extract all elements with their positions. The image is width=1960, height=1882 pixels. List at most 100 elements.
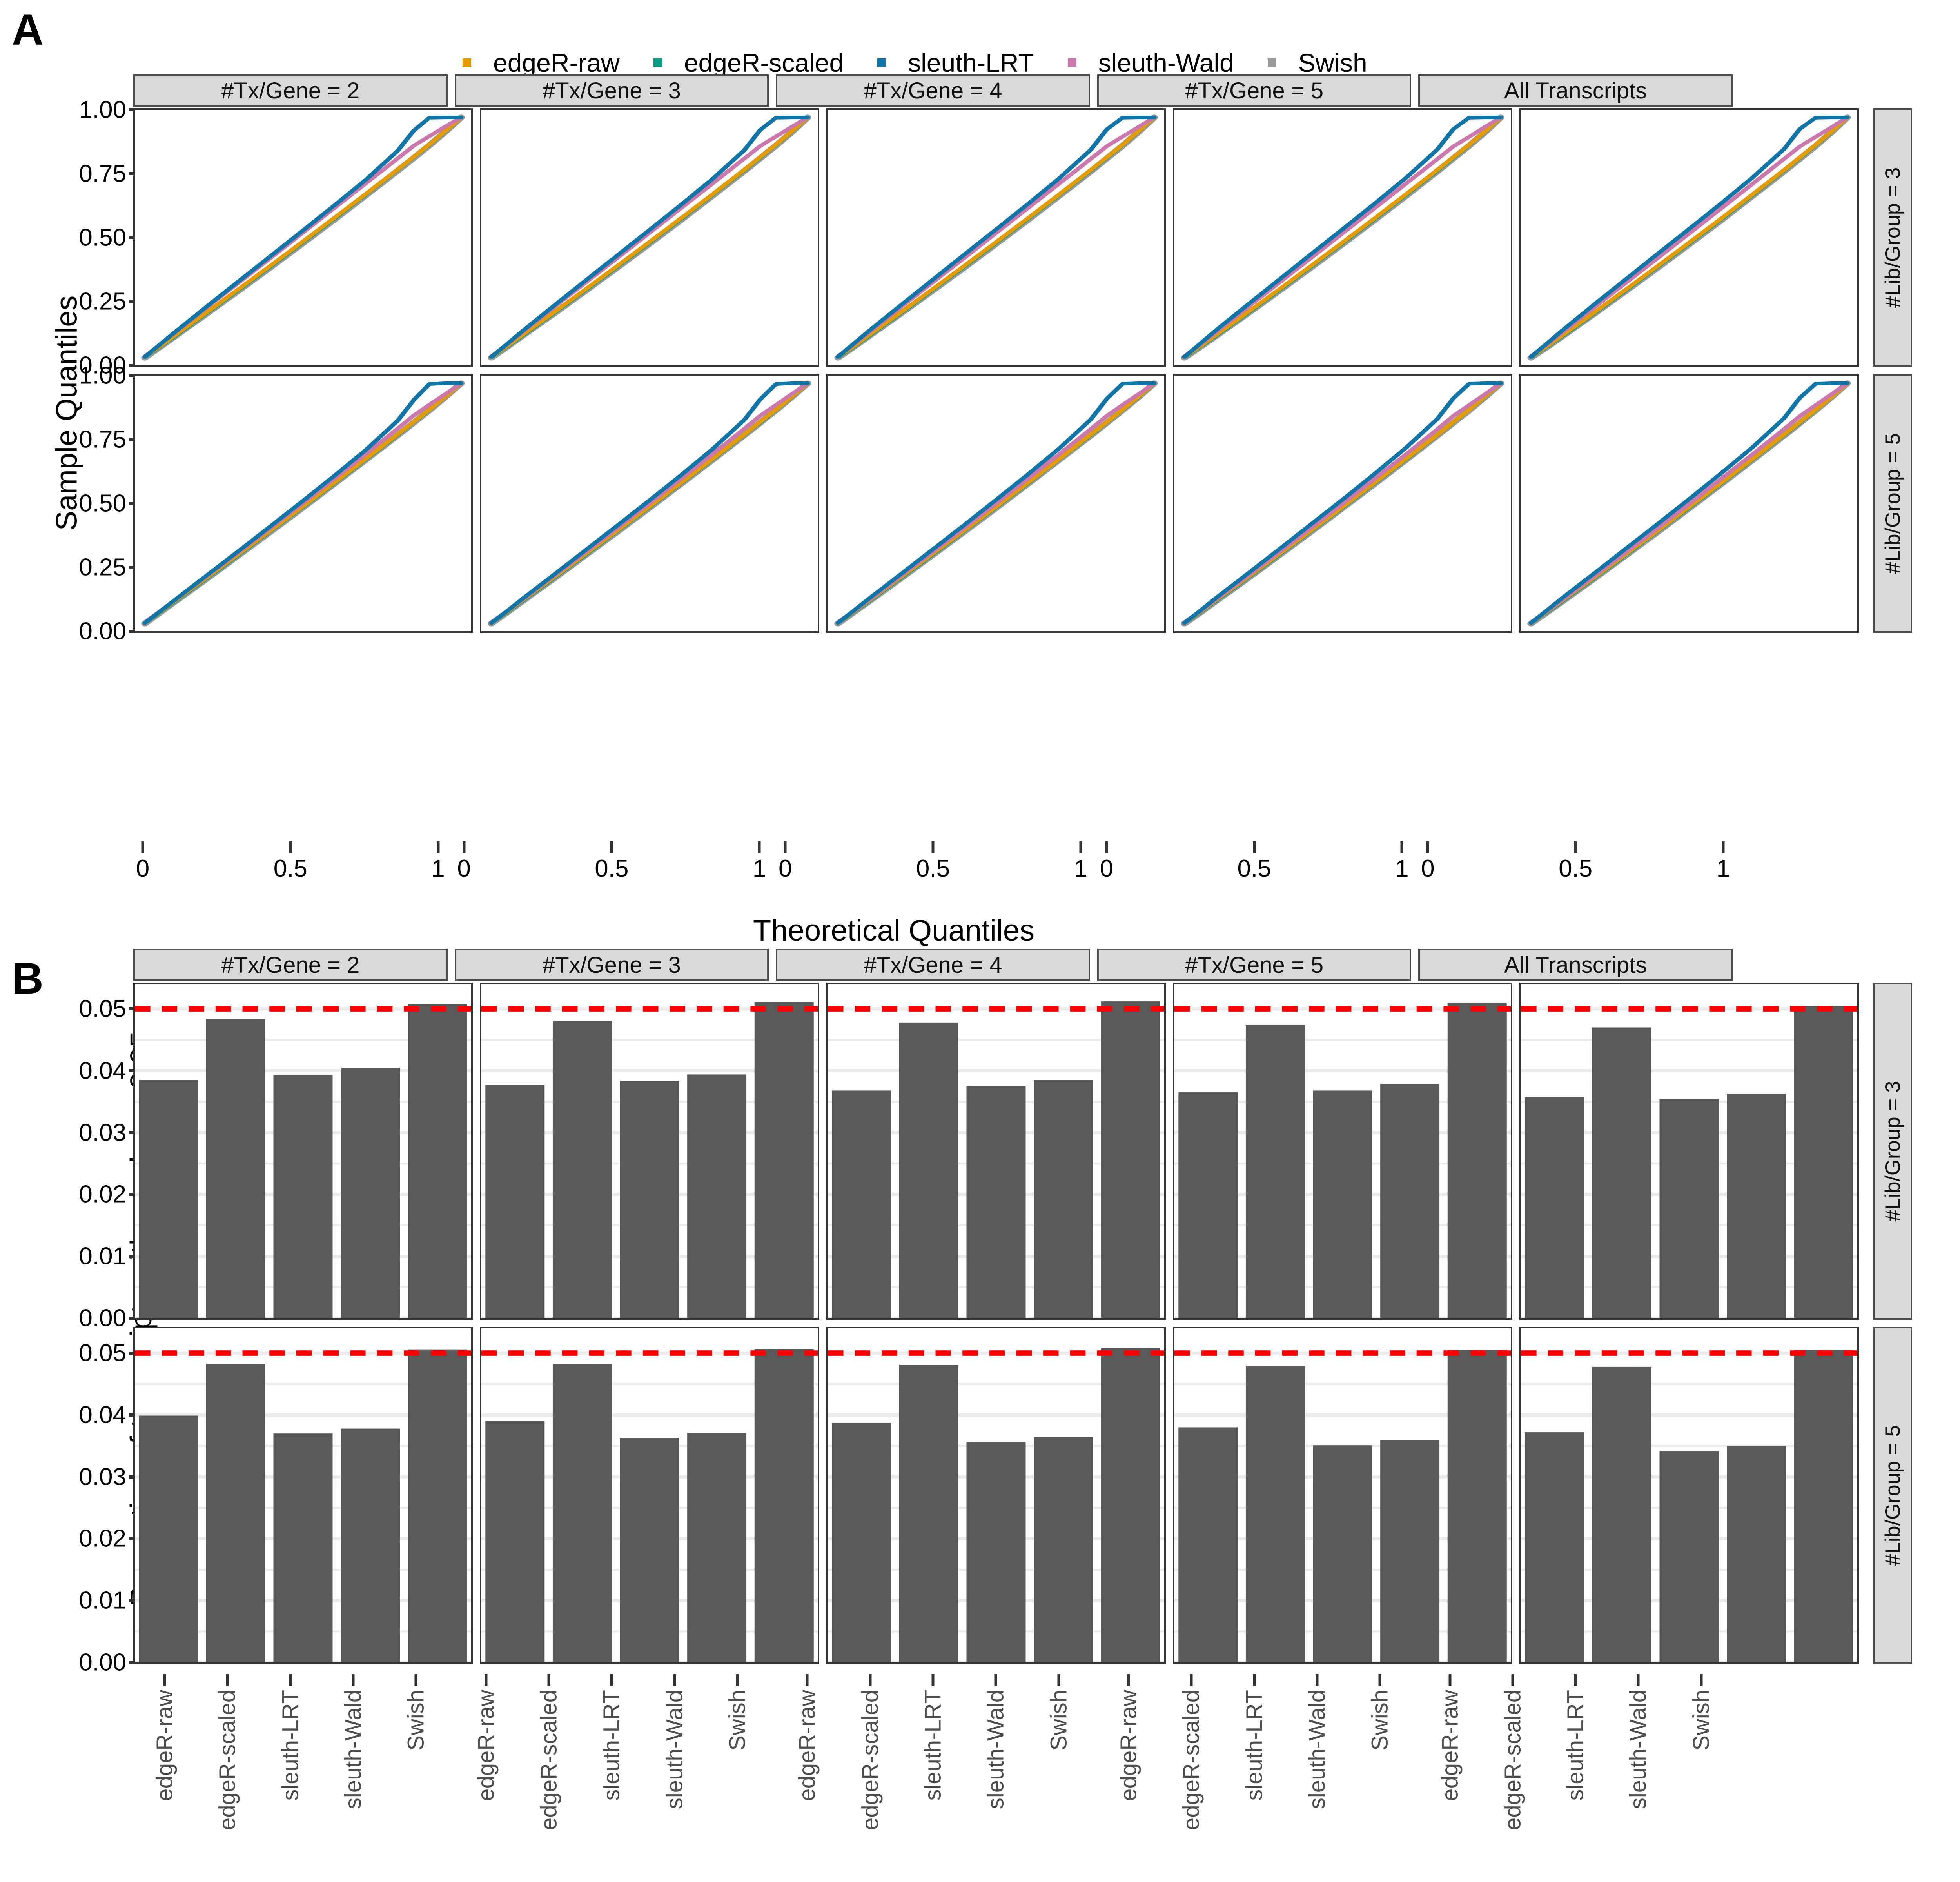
panel-b-x-tick-mark xyxy=(352,1674,355,1686)
panel-b-x-tick-label-wrap: sleuth-LRT xyxy=(1241,1690,1267,1862)
panel-a-y-tick-mark xyxy=(129,630,135,633)
panel-a-qq-plots: Sample Quantiles #Tx/Gene = 2 #Tx/Gene = … xyxy=(0,74,1960,949)
panel-b-row-1: 0.00 0.01 0.02 0.03 0.04 0.05 #Lib/Group = 5 xyxy=(79,1327,1912,1676)
panel-b-y-tick-label: 0.04 xyxy=(79,1057,126,1085)
panel-a-y-tick-mark xyxy=(129,108,135,111)
panel-a-x-tick-mark xyxy=(1426,841,1429,853)
panel-b-row-strip-0: #Lib/Group = 3 xyxy=(1873,983,1912,1320)
panel-a-y-tick-mark xyxy=(129,502,135,505)
panel-b-x-tick-label: Swish xyxy=(1046,1690,1072,1751)
panel-b-bar-cell: 0.00 0.01 0.02 0.03 0.04 0.05 xyxy=(79,983,473,1332)
panel-b-y-tick-label: 0.05 xyxy=(79,1339,126,1367)
panel-b-x-tick-mark xyxy=(1700,1674,1703,1686)
legend-item-edger-scaled: edgeR-scaled xyxy=(653,48,844,78)
panel-a-column-strip-3: #Tx/Gene = 5 xyxy=(1097,74,1412,107)
panel-b-x-tick-mark xyxy=(1190,1674,1193,1686)
panel-a-x-tick-label: 0.5 xyxy=(273,855,307,882)
panel-a-x-tick-mark xyxy=(463,841,466,853)
panel-a-y-tick-mark xyxy=(129,236,135,239)
panel-b-x-tick-label: Swish xyxy=(403,1690,429,1751)
panel-b-x-tick-label: Swish xyxy=(1688,1690,1714,1751)
panel-b-y-tick-label: 0.05 xyxy=(79,995,126,1023)
panel-b-y-tick-mark xyxy=(129,1255,135,1258)
panel-b-x-tick-label-wrap: edgeR-scaled xyxy=(1178,1690,1205,1862)
panel-a-x-tick-label: 0 xyxy=(778,855,792,882)
panel-a-x-tick-mark xyxy=(1574,841,1577,853)
panel-b-bar-cell xyxy=(480,1327,819,1664)
panel-a-x-tick-label: 0.5 xyxy=(916,855,950,882)
panel-b-x-tick-label: sleuth-Wald xyxy=(662,1690,688,1809)
panel-a-row-strip-label: #Lib/Group = 5 xyxy=(1881,433,1905,574)
panel-a-y-tick-label: 0.75 xyxy=(79,426,126,453)
panel-b-x-tick-label-wrap: Swish xyxy=(1045,1690,1072,1862)
panel-b-facet-grid: #Tx/Gene = 2 #Tx/Gene = 3 #Tx/Gene = 4 #Tx/… xyxy=(79,949,1912,1874)
panel-b-column-strips: #Tx/Gene = 2 #Tx/Gene = 3 #Tx/Gene = 4 #Tx/… xyxy=(133,949,1733,981)
panel-b-x-tick-label-wrap: Swish xyxy=(1688,1690,1714,1862)
panel-b-x-axis-cell: edgeR-raw edgeR-scaled sleuth-LRT sleuth-Wa… xyxy=(455,1674,769,1878)
panel-b-x-tick-mark xyxy=(610,1674,613,1686)
panel-b-y-tick-label: 0.02 xyxy=(79,1525,126,1552)
panel-b-x-tick-label-wrap: sleuth-LRT xyxy=(599,1690,625,1862)
panel-a-letter: A xyxy=(12,5,44,54)
panel-b-row-0: 0.00 0.01 0.02 0.03 0.04 0.05 #Lib/Group = 3 xyxy=(79,983,1912,1332)
panel-b-x-axis-cell: edgeR-raw edgeR-scaled sleuth-LRT sleuth-Wa… xyxy=(133,1674,448,1878)
panel-a-y-tick-mark xyxy=(129,374,135,377)
panel-a-qq-cell xyxy=(826,108,1166,367)
panel-a-qq-cell xyxy=(1519,374,1859,633)
panel-a-qq-cell xyxy=(826,374,1166,633)
panel-a-x-tick-label: 0 xyxy=(1421,855,1435,882)
panel-b-y-tick-mark xyxy=(129,1131,135,1134)
panel-b-x-tick-mark xyxy=(1448,1674,1452,1686)
legend-item-sleuth-lrt: sleuth-LRT xyxy=(877,48,1034,78)
panel-b-x-tick-label-wrap: sleuth-LRT xyxy=(1563,1690,1589,1862)
panel-a-row-strip-1: #Lib/Group = 5 xyxy=(1873,374,1912,633)
panel-b-x-tick-label: sleuth-LRT xyxy=(599,1690,624,1801)
panel-b-x-tick-label: edgeR-scaled xyxy=(536,1690,562,1830)
panel-a-y-tick-mark xyxy=(129,566,135,569)
panel-b-x-tick-label: sleuth-Wald xyxy=(1304,1690,1330,1809)
panel-b-x-tick-label: sleuth-LRT xyxy=(1241,1690,1267,1801)
panel-a-x-axis-cell: 0 0.5 1 xyxy=(1097,841,1412,910)
panel-a-row-strip-label: #Lib/Group = 3 xyxy=(1881,167,1905,308)
panel-a-x-tick-label: 1 xyxy=(1074,855,1087,882)
panel-a-y-tick-label: 1.00 xyxy=(79,362,126,389)
panel-b-row-strip-1: #Lib/Group = 5 xyxy=(1873,1327,1912,1664)
panel-b-x-tick-label-wrap: sleuth-Wald xyxy=(1625,1690,1651,1862)
legend-swatch-icon xyxy=(653,58,662,67)
panel-a-x-axis-cell: 0 0.5 1 xyxy=(133,841,448,910)
panel-a-y-axis-label: Sample Quantiles xyxy=(50,295,83,531)
panel-b-x-tick-mark xyxy=(1316,1674,1319,1686)
panel-a-column-strip-1: #Tx/Gene = 3 xyxy=(454,74,769,107)
panel-a-column-strips: #Tx/Gene = 2 #Tx/Gene = 3 #Tx/Gene = 4 #Tx/… xyxy=(133,74,1733,107)
panel-b-y-tick-label: 0.04 xyxy=(79,1401,126,1429)
panel-a-x-axis-cell: 0 0.5 1 xyxy=(455,841,769,910)
panel-b-x-tick-mark xyxy=(806,1674,809,1686)
panel-a-facet-grid: #Tx/Gene = 2 #Tx/Gene = 3 #Tx/Gene = 4 #Tx/… xyxy=(79,74,1912,894)
panel-a-y-tick-label: 0.50 xyxy=(79,490,126,517)
panel-a-x-axis-label: Theoretical Quantiles xyxy=(753,914,1035,947)
panel-b-x-tick-label-wrap: Swish xyxy=(1367,1690,1393,1862)
panel-b-x-tick-label: edgeR-scaled xyxy=(857,1690,883,1830)
panel-b-y-tick-mark xyxy=(129,1007,135,1011)
panel-b-column-strip-1: #Tx/Gene = 3 xyxy=(454,949,769,981)
panel-a-x-tick-label: 1 xyxy=(1716,855,1730,882)
panel-b-x-tick-label: sleuth-Wald xyxy=(340,1690,366,1809)
panel-a-row-1: 0.00 0.25 0.50 0.75 1.00 #Lib/Group = 5 xyxy=(79,362,1912,645)
panel-b-x-tick-label-wrap: edgeR-raw xyxy=(1437,1690,1463,1862)
panel-b-y-tick-label: 0.02 xyxy=(79,1181,126,1208)
panel-b-bar-cell: 0.00 0.01 0.02 0.03 0.04 0.05 xyxy=(79,1327,473,1676)
panel-a-x-tick-mark xyxy=(758,841,761,853)
legend-item-swish: Swish xyxy=(1267,48,1367,78)
panel-b-y-tick-mark xyxy=(129,1475,135,1479)
panel-b-letter: B xyxy=(12,954,44,1003)
panel-a-x-tick-mark xyxy=(1079,841,1082,853)
panel-b-bar-cell xyxy=(826,983,1166,1320)
panel-b-x-tick-label: edgeR-raw xyxy=(1437,1690,1463,1801)
panel-b-x-tick-label: edgeR-raw xyxy=(1116,1690,1142,1801)
panel-b-bar-cell xyxy=(826,1327,1166,1664)
panel-b-x-tick-label-wrap: edgeR-raw xyxy=(152,1690,178,1862)
panel-a-y-tick-label: 0.25 xyxy=(79,288,126,315)
panel-b-y-tick-mark xyxy=(129,1661,135,1664)
panel-b-x-tick-label-wrap: sleuth-LRT xyxy=(277,1690,303,1862)
panel-b-x-tick-mark xyxy=(226,1674,229,1686)
